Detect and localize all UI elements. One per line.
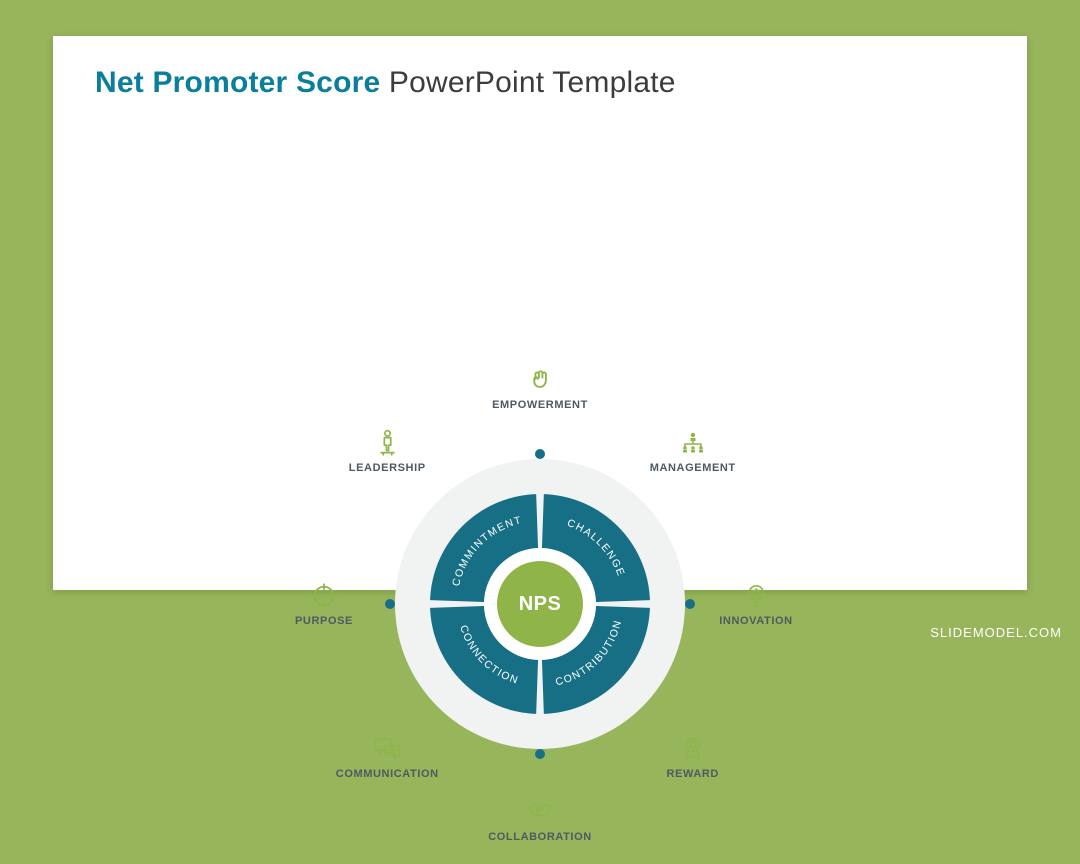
- diagram-item-communication: COMMUNICATION: [336, 734, 439, 780]
- item-label: COLLABORATION: [488, 831, 592, 843]
- handshake-icon: [525, 797, 555, 827]
- fist-icon: [525, 365, 555, 395]
- radial-dot: [685, 599, 695, 609]
- bulb-icon: [741, 581, 771, 611]
- org-icon: [678, 428, 708, 458]
- diagram-item-management: MANAGEMENT: [650, 428, 736, 474]
- diagram-item-leadership: LEADERSHIP: [349, 428, 426, 474]
- item-label: LEADERSHIP: [349, 462, 426, 474]
- item-label: EMPOWERMENT: [492, 399, 588, 411]
- leader-icon: [372, 428, 402, 458]
- title-rest: PowerPoint Template: [380, 66, 675, 99]
- slide-title: Net Promoter Score PowerPoint Template: [95, 66, 676, 100]
- slide: Net Promoter Score PowerPoint Template C…: [53, 36, 1027, 590]
- diagram-item-reward: REWARD: [666, 734, 719, 780]
- item-label: PURPOSE: [295, 615, 353, 627]
- diagram-item-innovation: INNOVATION: [719, 581, 792, 627]
- center-circle: NPS: [497, 561, 583, 647]
- nps-diagram: COMMINTMENTCHALLENGECONTRIBUTIONCONNECTI…: [280, 344, 800, 864]
- item-label: INNOVATION: [719, 615, 792, 627]
- target-icon: [309, 581, 339, 611]
- radial-dot: [535, 449, 545, 459]
- radial-dot: [385, 599, 395, 609]
- chat-icon: [372, 734, 402, 764]
- title-accent: Net Promoter Score: [95, 66, 380, 99]
- diagram-item-collaboration: COLLABORATION: [488, 797, 592, 843]
- watermark: SLIDEMODEL.COM: [930, 625, 1062, 640]
- radial-dot: [535, 749, 545, 759]
- item-label: COMMUNICATION: [336, 768, 439, 780]
- item-label: REWARD: [666, 768, 719, 780]
- ribbon-icon: [678, 734, 708, 764]
- diagram-item-purpose: PURPOSE: [295, 581, 353, 627]
- center-label: NPS: [519, 593, 562, 616]
- diagram-item-empowerment: EMPOWERMENT: [492, 365, 588, 411]
- item-label: MANAGEMENT: [650, 462, 736, 474]
